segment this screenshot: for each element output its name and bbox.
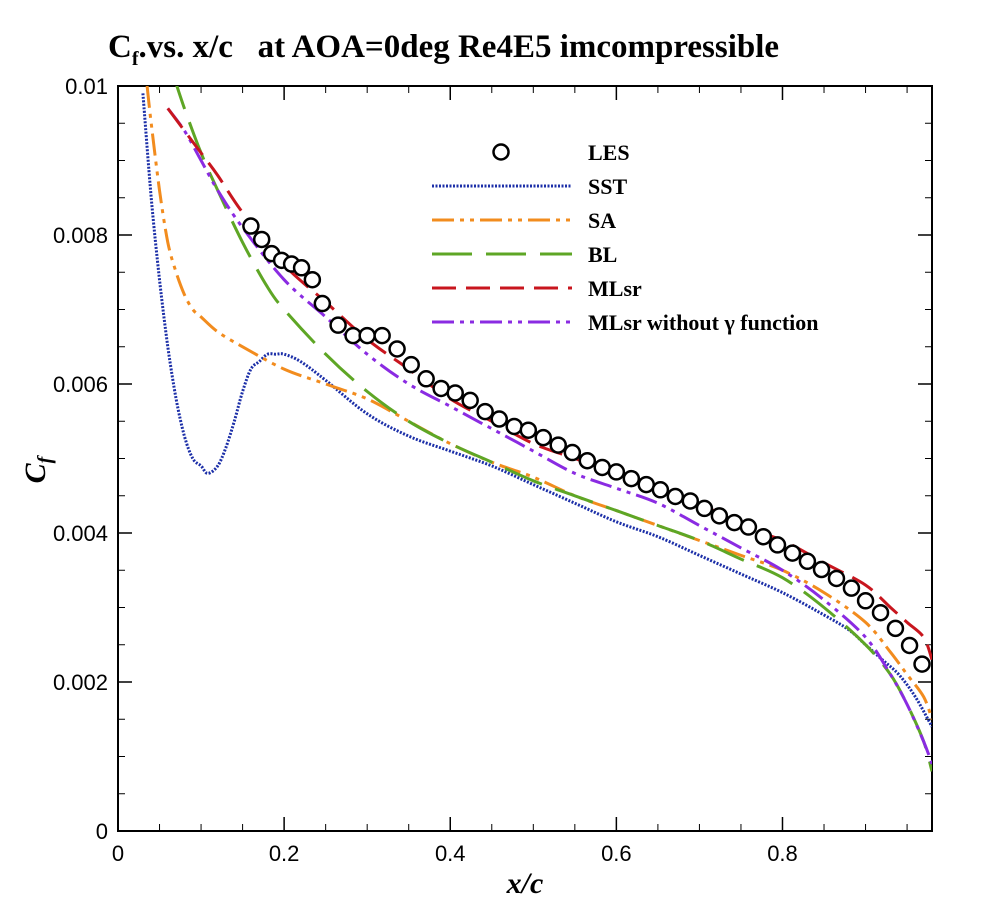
les-point: [446, 384, 464, 402]
legend-label-sst: SST: [588, 174, 627, 199]
y-tick-label: 0.002: [53, 670, 108, 695]
y-tick-label: 0.008: [53, 223, 108, 248]
sa-line: [145, 86, 932, 720]
les-point: [549, 436, 567, 454]
les-point: [292, 259, 311, 277]
x-tick-label: 0.6: [601, 841, 632, 866]
les-point: [563, 443, 582, 462]
legend-label-les: LES: [588, 140, 630, 165]
les-point: [710, 507, 729, 525]
les-point: [593, 458, 611, 477]
legend-label-sa: SA: [588, 208, 616, 233]
les-point: [373, 326, 391, 345]
les-point: [812, 560, 831, 579]
legend-label-bl: BL: [588, 242, 617, 267]
les-point: [313, 294, 332, 313]
bl-line: [175, 86, 932, 772]
les-point: [252, 230, 271, 249]
tick-labels: 0 0.2 0.4 0.6 0.8 0 0.002 0.004 0.006 0.008 0.01: [53, 74, 798, 866]
les-point: [768, 536, 787, 554]
series-layer: [141, 86, 932, 772]
les-point: [651, 481, 670, 499]
les-point: [754, 527, 773, 546]
x-tick-label: 0: [112, 841, 124, 866]
x-tick-label: 0.4: [435, 841, 466, 866]
les-point: [344, 326, 362, 345]
les-point: [534, 428, 553, 447]
les-point: [476, 402, 494, 421]
les-point: [329, 316, 347, 334]
les-point: [681, 492, 700, 510]
y-axis-label: Cf: [19, 454, 56, 483]
les-point: [505, 417, 523, 436]
les-point: [827, 569, 846, 588]
plot-frame: [117, 85, 933, 832]
les-point: [739, 518, 758, 536]
y-tick-label: 0.01: [65, 74, 108, 99]
les-point: [402, 355, 420, 374]
les-point: [842, 579, 861, 597]
les-point: [622, 469, 641, 488]
legend: LES SST SA BL MLsr MLsr without γ function: [432, 140, 819, 335]
les-point: [303, 270, 322, 289]
les-point: [725, 513, 744, 532]
les-point: [637, 475, 656, 494]
axis-ticks: [117, 85, 932, 832]
x-tick-label: 0.8: [767, 841, 798, 866]
mlsr-without-function-line: [166, 107, 932, 765]
les-point: [783, 544, 802, 562]
y-tick-label: 0.006: [53, 372, 108, 397]
legend-swatch-les: [492, 143, 510, 161]
legend-label-mlsr: MLsr: [588, 276, 642, 301]
les-point: [490, 410, 509, 428]
legend-label-mlsr-without-function: MLsr without γ function: [588, 310, 819, 335]
les-point: [461, 391, 479, 410]
les-point: [856, 592, 875, 610]
y-tick-label: 0.004: [53, 521, 108, 546]
y-tick-label: 0: [96, 819, 108, 844]
x-axis-label: x/c: [506, 867, 544, 900]
les-point: [358, 326, 376, 345]
les-point: [607, 463, 626, 481]
les-point: [798, 552, 817, 571]
les-point: [913, 655, 931, 673]
les-point: [666, 487, 685, 506]
les-point: [695, 499, 714, 518]
sst-line: [141, 93, 932, 728]
les-point: [871, 603, 890, 622]
les-point: [900, 636, 919, 655]
les-point: [388, 340, 406, 358]
les-point: [242, 217, 260, 235]
les-point: [417, 370, 435, 388]
les-point: [578, 451, 597, 470]
les-point: [519, 421, 538, 439]
les-point: [432, 379, 450, 398]
x-tick-label: 0.2: [269, 841, 300, 866]
chart-title: Cf.vs. x/c at AOA=0deg Re4E5 imcompressi…: [108, 29, 779, 70]
les-point: [886, 619, 905, 638]
